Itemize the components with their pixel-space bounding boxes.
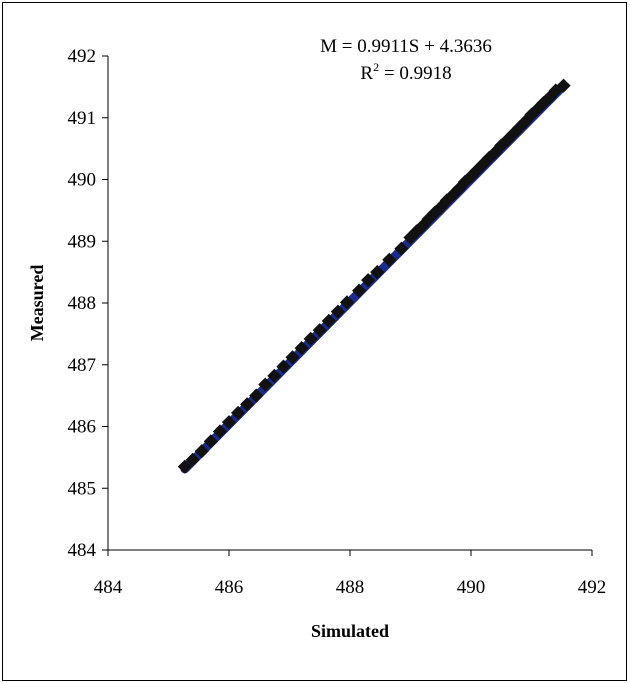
data-point: [221, 415, 237, 430]
data-point: [240, 397, 255, 412]
regression-equation: M = 0.9911S + 4.3636: [320, 36, 492, 57]
data-point: [267, 368, 282, 383]
r-squared-label: R2 = 0.9918: [360, 60, 451, 84]
x-tick-label: 488: [336, 577, 365, 598]
data-point: [294, 341, 309, 356]
r-squared-prefix: R: [360, 63, 373, 84]
y-axis-title: Measured: [27, 265, 47, 342]
y-tick-label: 484: [68, 540, 97, 561]
y-tick-label: 487: [68, 355, 97, 376]
data-point: [370, 265, 385, 280]
x-axis-title: Simulated: [311, 621, 389, 641]
y-ticks: 484 485 486 487 488 489 490 491 492: [68, 46, 108, 561]
y-tick-label: 488: [68, 293, 97, 314]
x-ticks: 484 486 488 490 492: [94, 550, 607, 598]
x-tick-label: 486: [215, 577, 244, 598]
data-point: [185, 452, 200, 467]
data-point: [203, 434, 218, 449]
r-squared-value: = 0.9918: [379, 63, 451, 84]
data-point: [231, 405, 246, 420]
x-tick-label: 492: [578, 577, 607, 598]
x-tick-label: 484: [94, 577, 123, 598]
data-point: [394, 241, 409, 256]
data-point: [321, 313, 336, 328]
y-tick-label: 485: [68, 478, 97, 499]
data-point: [330, 304, 345, 319]
data-point: [194, 444, 209, 459]
data-point: [312, 323, 327, 338]
data-point: [361, 273, 376, 288]
x-tick-label: 490: [457, 577, 486, 598]
data-point: [249, 388, 264, 403]
data-points: [177, 78, 571, 474]
y-tick-label: 491: [68, 108, 97, 129]
r-squared-exponent: 2: [373, 60, 379, 74]
data-point: [352, 283, 367, 298]
data-point: [339, 295, 355, 310]
data-point: [556, 78, 571, 93]
data-point: [303, 331, 318, 346]
y-tick-label: 492: [68, 46, 97, 67]
data-point: [177, 459, 192, 474]
data-point: [285, 350, 300, 365]
data-point: [382, 252, 397, 267]
y-tick-label: 489: [68, 231, 97, 252]
y-tick-label: 486: [68, 417, 97, 438]
data-point: [258, 377, 273, 392]
data-point: [276, 359, 291, 374]
y-tick-label: 490: [68, 170, 97, 191]
data-point: [212, 424, 227, 439]
